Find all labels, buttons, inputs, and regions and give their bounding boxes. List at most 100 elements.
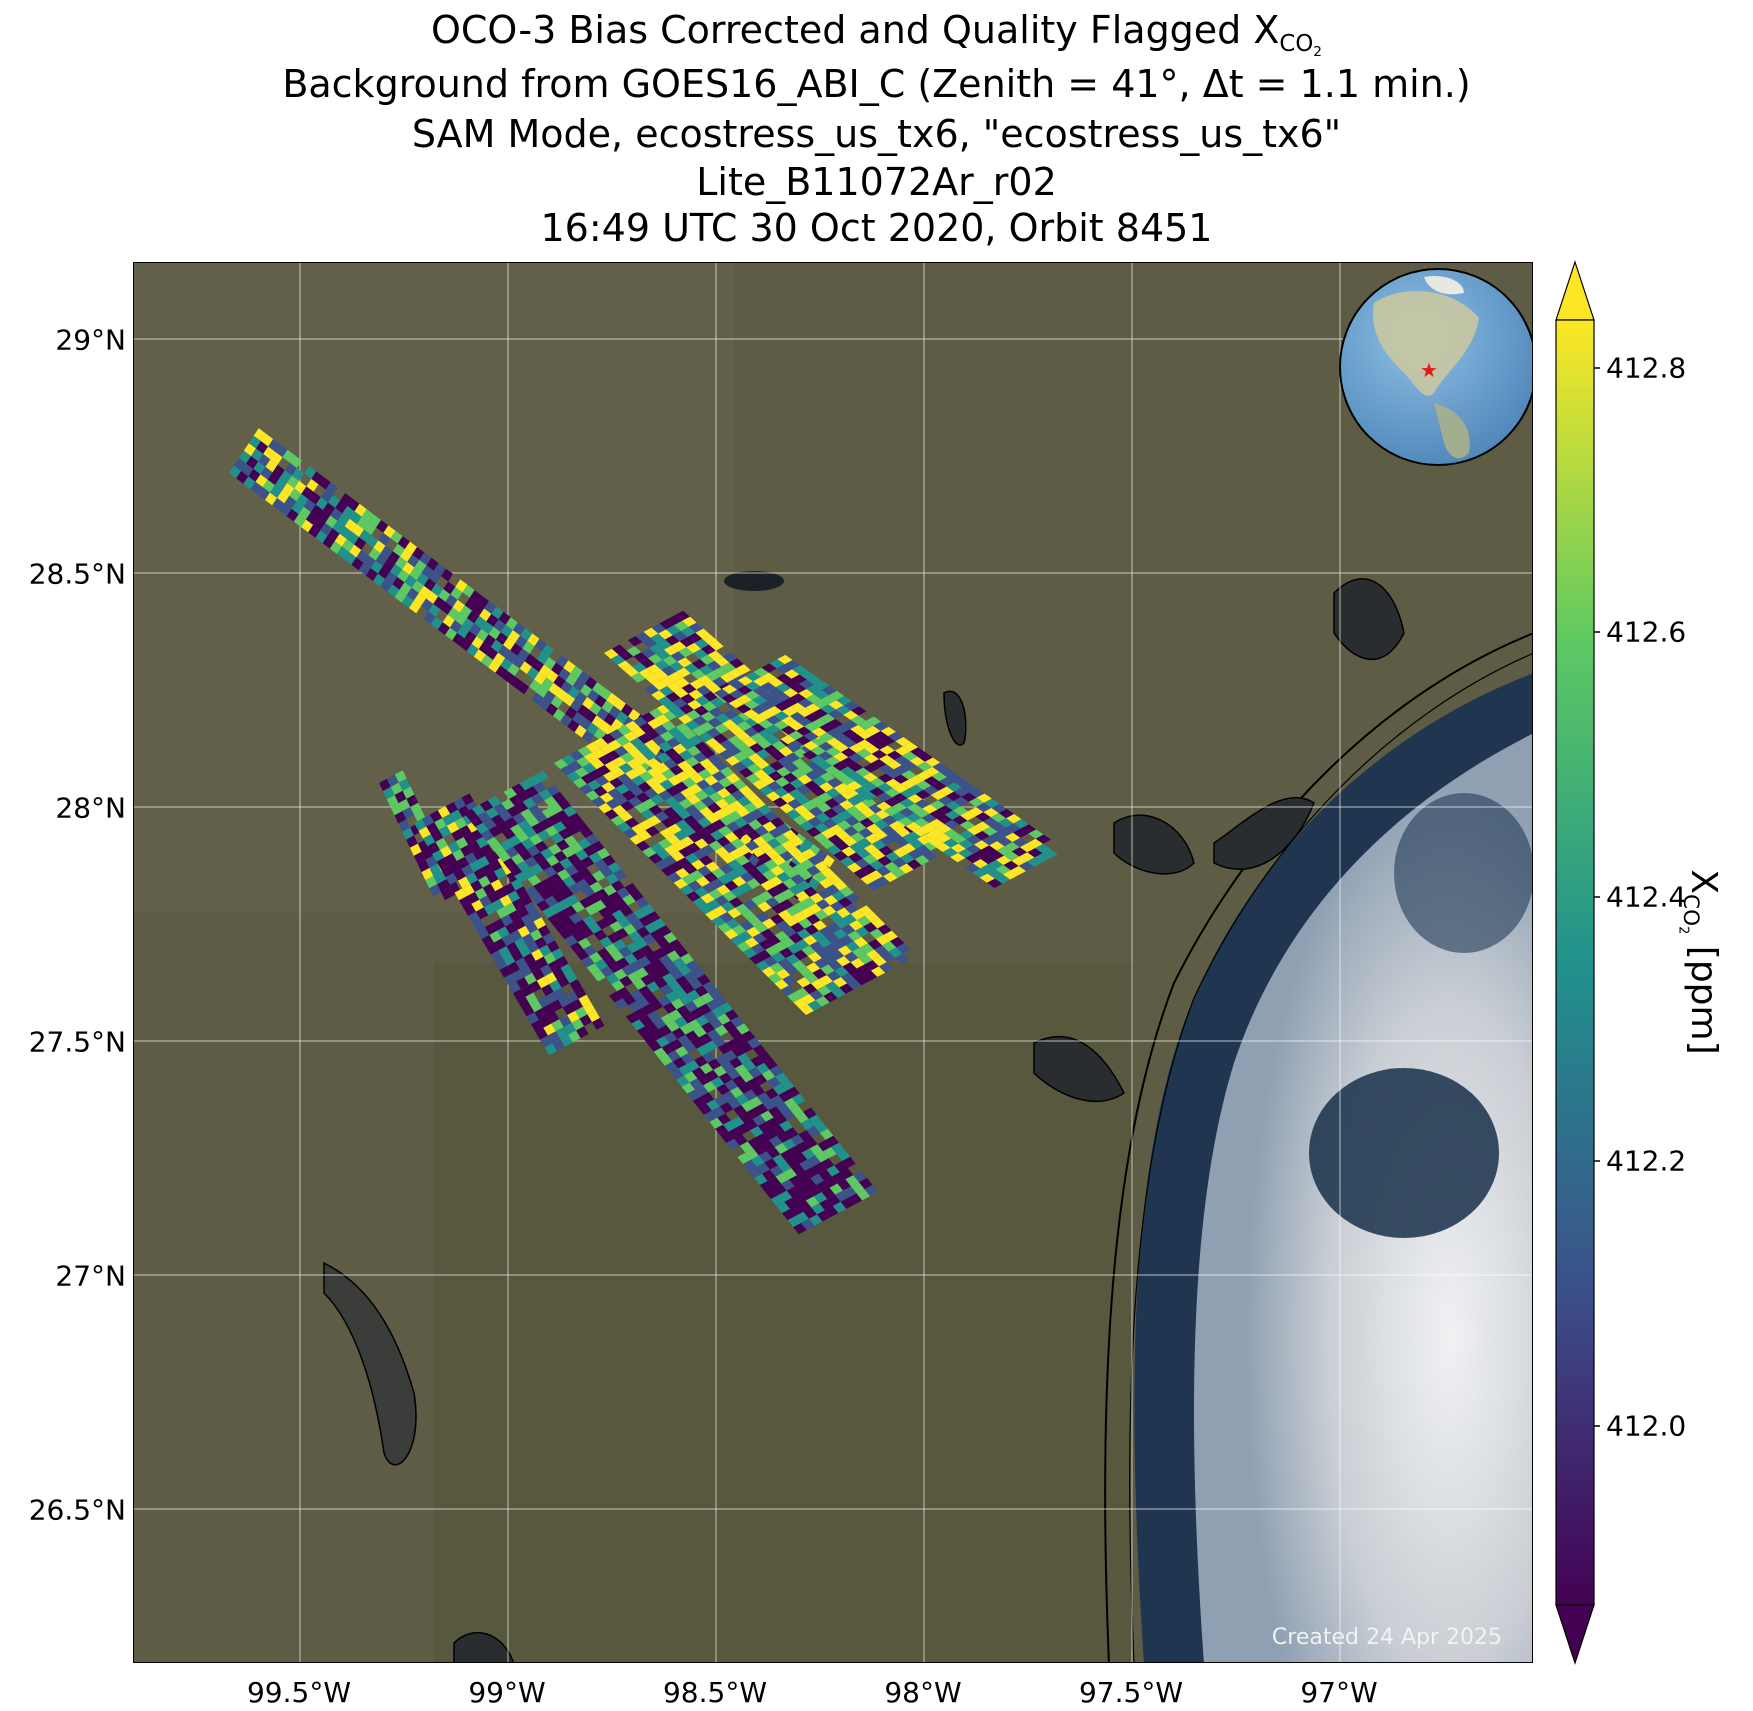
sounding-cell	[832, 761, 848, 771]
sounding-cell	[734, 741, 750, 752]
sounding-cell	[520, 984, 534, 997]
sounding-cell	[522, 1004, 535, 1017]
sounding-cell	[506, 805, 521, 818]
sounding-cell	[619, 905, 634, 917]
sounding-cell	[713, 1065, 727, 1077]
sounding-cell	[872, 740, 888, 750]
sounding-cell	[639, 722, 654, 734]
sounding-cell	[452, 599, 465, 613]
sounding-cell	[776, 1201, 790, 1214]
sounding-cell	[686, 989, 701, 1002]
sounding-cell	[988, 859, 1004, 870]
sounding-cell	[922, 850, 938, 861]
sounding-cell	[869, 860, 885, 871]
sounding-cell	[714, 1024, 729, 1037]
sounding-cell	[525, 786, 539, 798]
sounding-cell	[1034, 853, 1050, 863]
sounding-cell	[748, 1066, 762, 1079]
sounding-cell	[702, 834, 717, 845]
sounding-cell	[315, 530, 328, 544]
sounding-cell	[735, 855, 750, 866]
sounding-cell	[423, 578, 436, 591]
sounding-cell	[536, 651, 549, 665]
sounding-cell	[606, 750, 621, 761]
sounding-cell	[790, 922, 805, 933]
sounding-cell	[850, 832, 866, 843]
sounding-cell	[663, 1002, 677, 1014]
sounding-cell	[758, 719, 774, 729]
sounding-cell	[810, 1173, 824, 1185]
sounding-cell	[565, 894, 580, 906]
sounding-cell	[797, 880, 812, 891]
sounding-cell	[689, 679, 705, 690]
sounding-cell	[490, 950, 503, 963]
sounding-cell	[806, 675, 823, 685]
sounding-cell	[680, 884, 695, 896]
sounding-cell	[759, 691, 776, 701]
sounding-cell	[803, 740, 819, 751]
sounding-cell	[560, 765, 575, 776]
sounding-cell	[517, 790, 531, 802]
sounding-cell	[745, 671, 761, 682]
sounding-cell	[500, 657, 513, 671]
sounding-cell	[640, 809, 655, 820]
sounding-cell	[439, 845, 453, 858]
sounding-cell	[1027, 848, 1043, 858]
sounding-cell	[686, 842, 701, 854]
sounding-cell	[641, 904, 655, 916]
sounding-cell	[847, 762, 864, 772]
sounding-cell	[793, 815, 808, 826]
sounding-cell	[909, 838, 924, 850]
sounding-cell	[470, 879, 483, 892]
sounding-cell	[575, 949, 590, 961]
sounding-cell	[644, 922, 659, 934]
sounding-cell	[773, 720, 789, 730]
sounding-cell	[679, 636, 695, 648]
sounding-cell	[670, 802, 686, 814]
sounding-cell	[665, 991, 679, 1003]
sounding-cell	[720, 1131, 735, 1143]
sounding-cell	[298, 506, 311, 520]
sounding-cell	[773, 844, 788, 856]
sounding-cell	[777, 958, 792, 969]
sounding-cell	[857, 730, 873, 740]
sounding-cell	[884, 861, 899, 872]
sounding-cell	[798, 679, 815, 690]
sounding-cell	[571, 901, 585, 913]
sounding-cell	[932, 762, 948, 773]
sounding-cell	[531, 659, 544, 672]
sounding-cell	[512, 655, 525, 669]
sounding-cell	[743, 947, 758, 959]
sounding-cell	[743, 1089, 758, 1101]
sounding-cell	[798, 966, 813, 978]
sounding-cell	[906, 803, 923, 813]
sounding-cell	[533, 881, 547, 894]
sounding-cell	[748, 867, 763, 879]
sounding-cell	[856, 964, 871, 975]
sounding-cell	[652, 1017, 667, 1030]
sounding-cell	[631, 775, 646, 786]
sounding-cell	[629, 785, 644, 797]
sounding-cell	[545, 855, 560, 867]
sounding-cell	[523, 826, 538, 839]
sounding-cell	[772, 1083, 787, 1096]
sounding-cell	[490, 879, 504, 892]
sounding-cell	[633, 764, 648, 776]
sounding-cell	[729, 689, 745, 700]
sounding-cell	[233, 458, 247, 471]
sounding-cell	[503, 857, 517, 870]
sounding-cell	[658, 1024, 672, 1037]
sounding-cell	[689, 978, 703, 990]
sounding-cell	[833, 880, 848, 891]
sounding-cell	[332, 520, 345, 534]
sounding-cell	[672, 631, 688, 642]
sounding-cell	[684, 663, 699, 674]
sounding-cell	[556, 955, 569, 968]
sounding-cell	[527, 633, 540, 647]
sounding-cell	[780, 985, 796, 997]
sounding-cell	[696, 779, 711, 790]
sounding-cell	[581, 885, 596, 898]
sounding-cell	[826, 737, 842, 747]
sounding-cell	[729, 680, 746, 690]
sounding-cell	[481, 863, 495, 876]
